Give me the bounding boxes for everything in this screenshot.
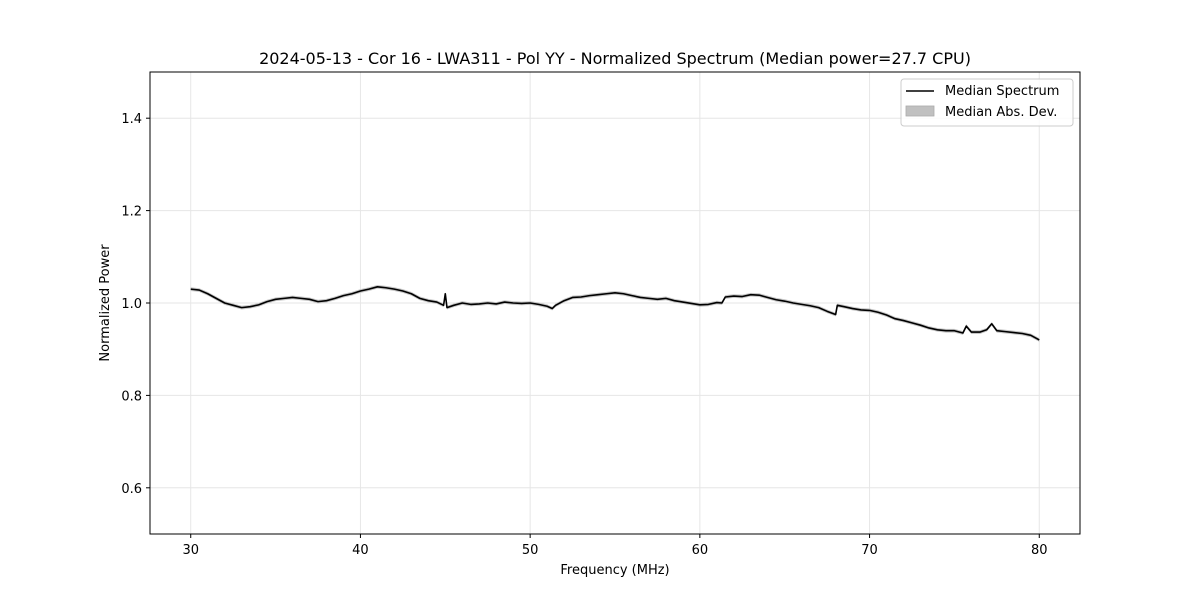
y-tick-label: 0.6 <box>121 482 142 497</box>
x-tick-label: 60 <box>692 543 709 558</box>
x-tick-label: 30 <box>182 543 199 558</box>
legend-median-spectrum-label: Median Spectrum <box>945 84 1059 99</box>
y-axis-ticks: 0.6 0.8 1.0 1.2 1.4 <box>121 112 150 497</box>
y-tick-label: 1.2 <box>121 205 142 220</box>
legend: Median Spectrum Median Abs. Dev. <box>900 78 1074 127</box>
y-tick-label: 1.0 <box>121 297 142 312</box>
x-tick-label: 80 <box>1031 543 1048 558</box>
x-tick-label: 50 <box>522 543 539 558</box>
legend-mad-label: Median Abs. Dev. <box>945 105 1057 120</box>
x-axis-ticks: 30 40 50 60 70 80 <box>182 534 1048 558</box>
y-axis-label: Normalized Power <box>98 244 113 362</box>
median-spectrum-path <box>190 286 1040 341</box>
y-tick-label: 1.4 <box>121 112 142 127</box>
y-tick-label: 0.8 <box>121 389 142 404</box>
legend-mad-swatch <box>905 105 935 117</box>
x-axis-label: Frequency (MHz) <box>560 563 669 578</box>
legend-frame <box>900 78 1074 127</box>
x-tick-label: 70 <box>861 543 878 558</box>
median-spectrum-line <box>190 286 1040 341</box>
chart-title: 2024-05-13 - Cor 16 - LWA311 - Pol YY - … <box>259 49 971 68</box>
x-tick-label: 40 <box>352 543 369 558</box>
